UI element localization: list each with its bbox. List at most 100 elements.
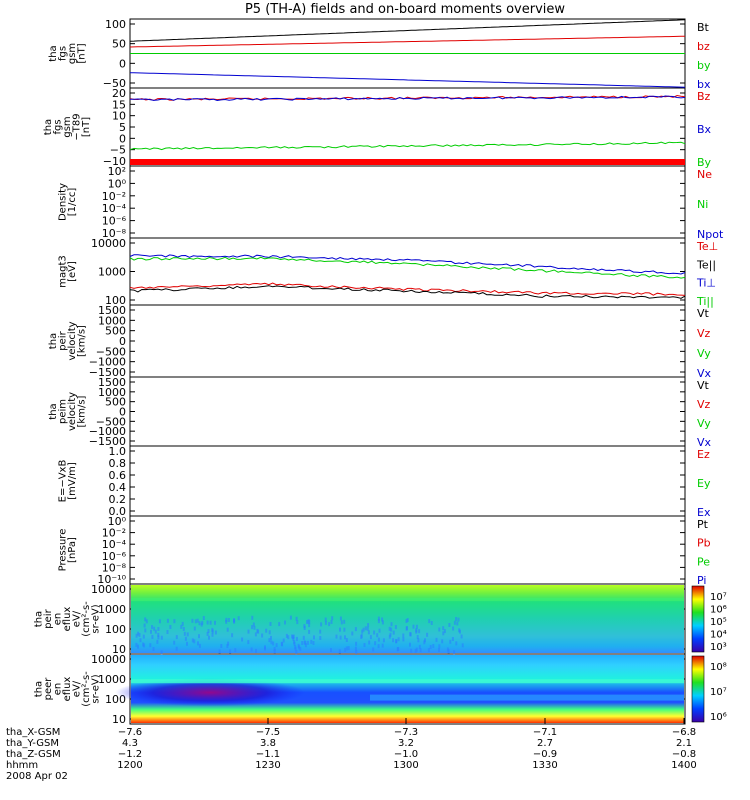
spectrogram-cell bbox=[368, 640, 371, 645]
spectrogram-cell bbox=[247, 640, 250, 645]
footer-value: 1400 bbox=[671, 760, 696, 771]
y-tick-label: −5 bbox=[110, 144, 126, 157]
y-tick-label: −1000 bbox=[89, 425, 126, 438]
spectrogram-cell bbox=[415, 647, 418, 652]
y-axis-label: magt3 bbox=[57, 255, 68, 288]
y-axis-label: gsm bbox=[67, 43, 78, 64]
spectrogram-cell bbox=[166, 618, 169, 623]
y-axis-label: eV/ bbox=[72, 680, 83, 697]
footer-row-label: tha_X-GSM bbox=[6, 727, 60, 738]
spectrogram-cell bbox=[390, 627, 393, 632]
series-line bbox=[129, 256, 686, 279]
spectrogram-cell bbox=[313, 635, 315, 640]
y-tick-label: −1500 bbox=[89, 435, 126, 448]
spectrogram-cell bbox=[367, 630, 370, 635]
y-tick-label: −500 bbox=[96, 415, 126, 428]
legend-entry: Bx bbox=[697, 123, 712, 136]
spectrogram-cell bbox=[255, 648, 257, 653]
footer-value: −7.1 bbox=[533, 727, 557, 738]
legend-entry: Pb bbox=[697, 537, 711, 550]
series-line bbox=[129, 254, 686, 275]
spectrogram-cell bbox=[397, 637, 400, 642]
spectrogram-cell bbox=[291, 634, 293, 639]
y-tick-label: 10⁻² bbox=[102, 527, 126, 540]
y-tick-label: 10⁻⁸ bbox=[102, 561, 127, 574]
spectrogram-cell bbox=[193, 626, 196, 631]
y-tick-label: 0 bbox=[119, 406, 126, 419]
y-tick-label: −10 bbox=[103, 155, 126, 168]
footer-value: −7.3 bbox=[394, 727, 418, 738]
spectrogram-cell bbox=[428, 619, 431, 624]
spectrogram-cell bbox=[295, 636, 298, 641]
spectrogram-cell bbox=[409, 642, 411, 647]
y-tick-label: 10² bbox=[108, 165, 126, 178]
y-tick-label: 15 bbox=[112, 98, 126, 111]
spectrogram-cell bbox=[306, 640, 309, 645]
spectrogram-cell bbox=[139, 638, 142, 643]
spectrogram-cell bbox=[209, 620, 212, 625]
spectrogram-cell bbox=[285, 633, 288, 638]
y-axis-label: Density bbox=[57, 183, 68, 221]
legend-entry: Ez bbox=[697, 448, 710, 461]
y-tick-label: 10 bbox=[112, 110, 126, 123]
spectrogram-cell bbox=[435, 637, 438, 642]
footer-value: −0.9 bbox=[533, 749, 557, 760]
spectrogram-cell bbox=[345, 646, 348, 651]
y-tick-label: 10⁰ bbox=[108, 515, 127, 528]
spectrogram-cell bbox=[452, 626, 455, 631]
y-axis-label: sr-eV) bbox=[91, 604, 102, 633]
spectrogram-cell bbox=[324, 617, 327, 622]
spectrogram-cell bbox=[303, 624, 306, 629]
legend-entry: Ne bbox=[697, 168, 712, 181]
spectrogram-cell bbox=[295, 650, 298, 655]
spectrogram-cell bbox=[451, 637, 454, 641]
spectrogram-cell bbox=[225, 617, 228, 622]
legend-entry: Vt bbox=[697, 307, 710, 320]
spectrogram-cell bbox=[151, 625, 153, 630]
y-tick-label: 1.0 bbox=[109, 445, 127, 458]
spectrogram-cell bbox=[303, 640, 306, 645]
spectrogram-cell bbox=[461, 643, 464, 648]
spectrogram-cell bbox=[369, 635, 372, 640]
legend-entry: By bbox=[697, 156, 712, 169]
legend-entry: Pi bbox=[697, 574, 706, 587]
spectrogram-cell bbox=[381, 620, 384, 625]
spectrogram-cell bbox=[284, 620, 286, 625]
y-axis-label: tha bbox=[48, 45, 59, 61]
spectrogram-cell bbox=[343, 627, 346, 632]
legend-entry: Ni bbox=[697, 198, 708, 211]
spectrogram-cell bbox=[412, 624, 415, 629]
spectrogram-cell bbox=[429, 645, 432, 649]
footer-value: −7.6 bbox=[118, 727, 142, 738]
spectrogram-cell bbox=[256, 628, 259, 633]
colorbar-label: 10⁶ bbox=[710, 712, 727, 723]
y-axis-label: Pressure bbox=[57, 529, 68, 572]
spectrogram-cell bbox=[374, 641, 377, 646]
spectrogram-cell bbox=[191, 638, 194, 643]
footer-date: 2008 Apr 02 bbox=[6, 771, 68, 782]
y-tick-label: 1000 bbox=[98, 266, 126, 279]
spectrogram-cell bbox=[206, 631, 209, 636]
series-line bbox=[129, 72, 686, 88]
spectrogram-cell bbox=[417, 638, 420, 643]
spectrogram-cell bbox=[273, 646, 276, 651]
spectrogram-cell bbox=[443, 629, 446, 634]
y-axis-label: tha bbox=[34, 611, 45, 627]
spectrogram-cell bbox=[310, 639, 313, 644]
spectrogram-cell bbox=[289, 615, 292, 620]
legend-entry: Npot bbox=[697, 228, 724, 241]
spectrogram-cell bbox=[377, 619, 380, 624]
spectrogram-cell bbox=[376, 633, 379, 638]
spectrogram-cell bbox=[388, 626, 391, 631]
spectrogram-cell bbox=[250, 647, 253, 652]
spectrogram-band bbox=[131, 598, 684, 601]
spectrogram-cell bbox=[251, 625, 254, 630]
y-axis-label: gsm bbox=[62, 116, 73, 137]
spectrogram-cell bbox=[343, 619, 346, 624]
spectrogram-cell bbox=[441, 639, 444, 644]
spectrogram-cell bbox=[354, 627, 357, 632]
panel-e-field: 1.00.80.60.40.20.0 E=−VxB[mV/m] Ez Ey Ex bbox=[57, 445, 711, 519]
spectrogram-cell bbox=[438, 648, 440, 652]
